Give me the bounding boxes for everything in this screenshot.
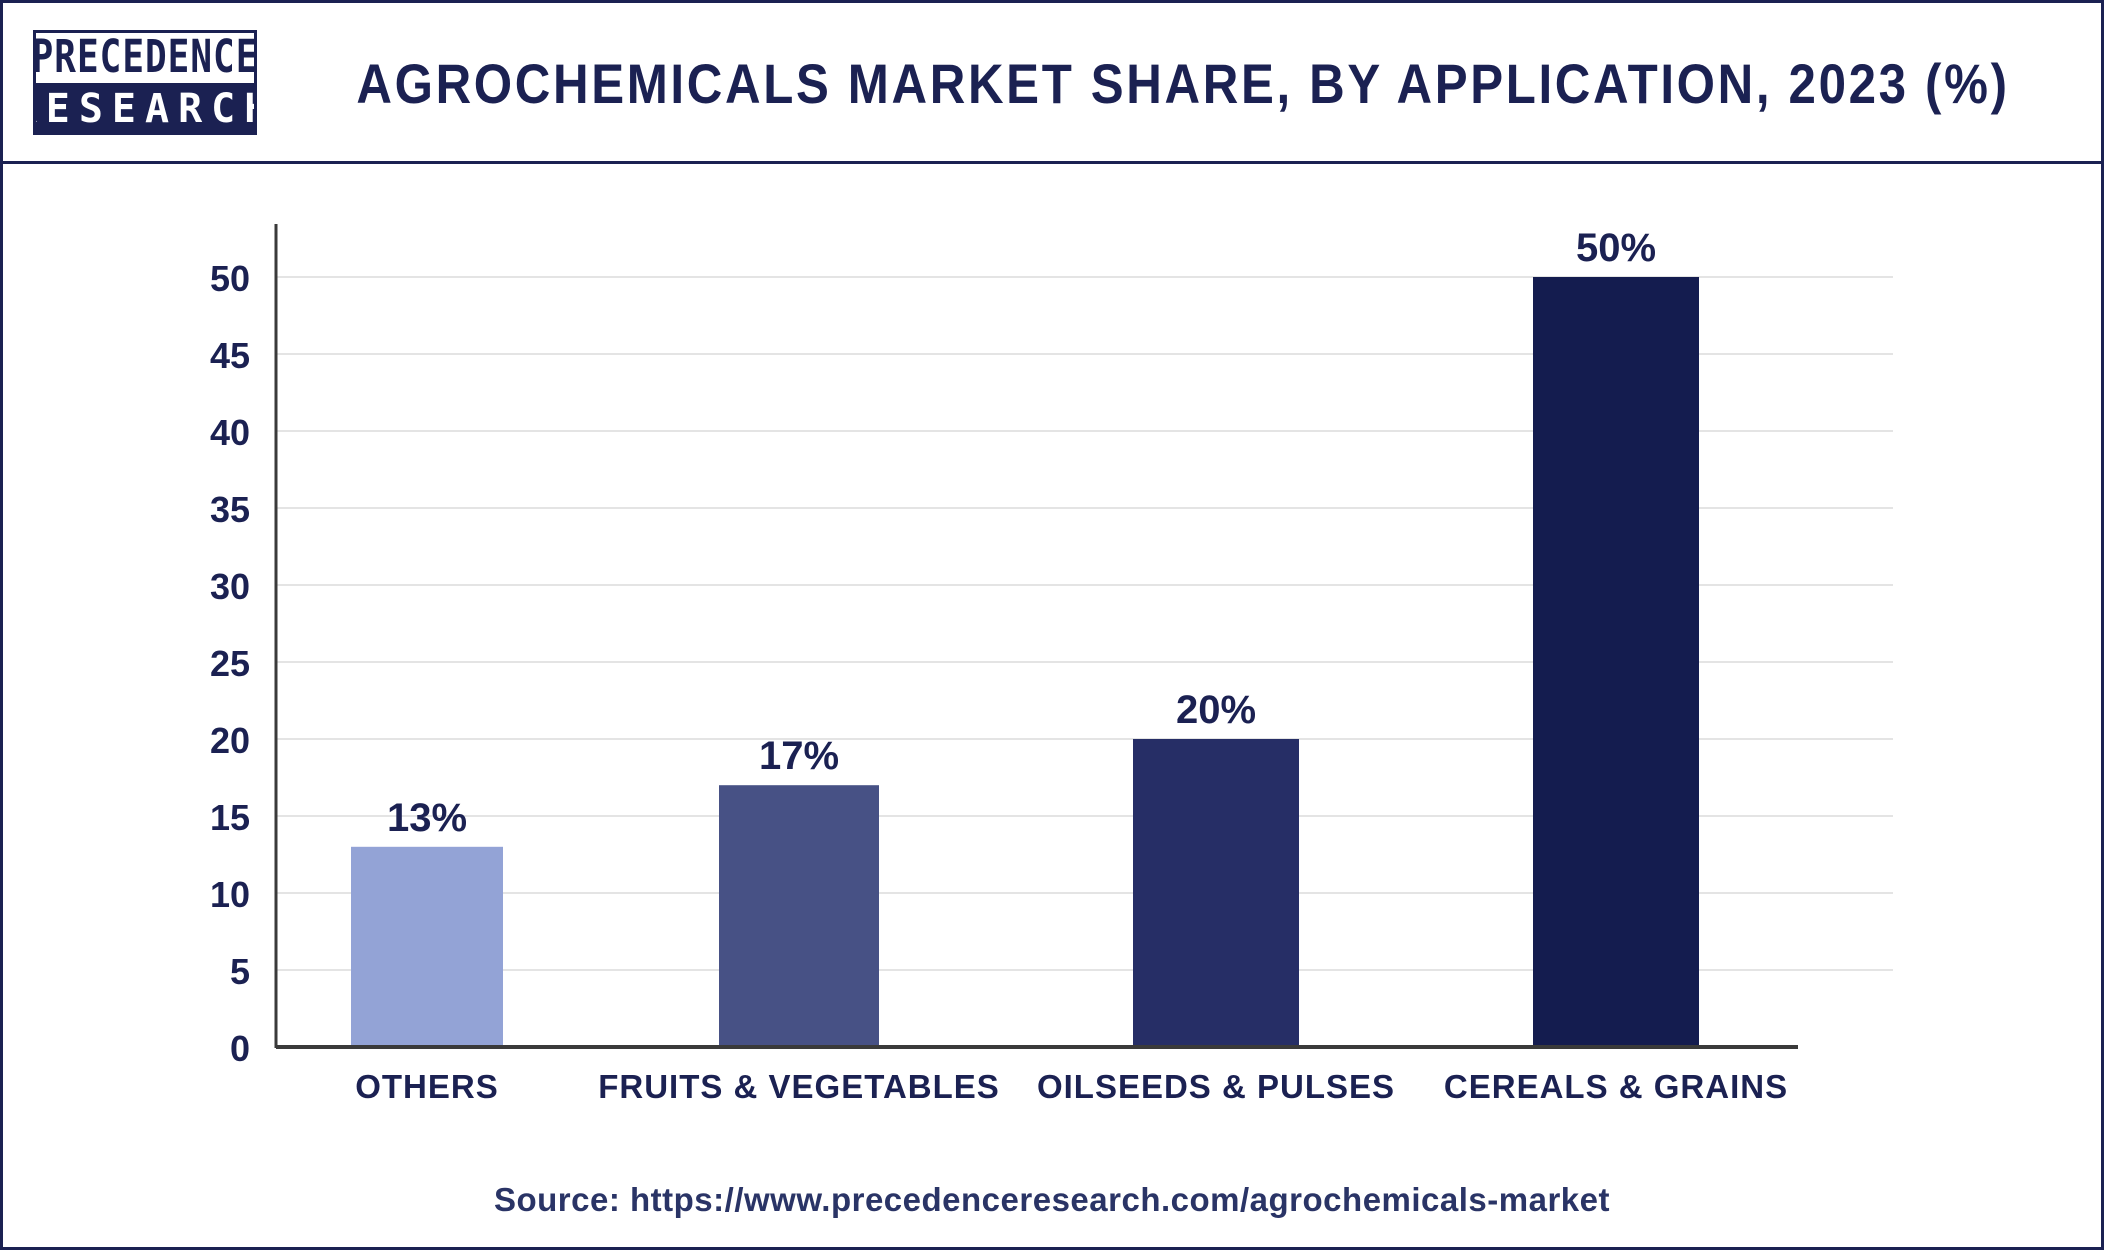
y-tick-label: 45	[210, 335, 250, 376]
y-tick-label: 20	[210, 720, 250, 761]
logo-line-1: PRECEDENCE	[33, 31, 257, 83]
source-note: Source: https://www.precedenceresearch.c…	[493, 1181, 1611, 1218]
bar	[351, 846, 503, 1047]
y-tick-label: 35	[210, 489, 250, 530]
bar	[1133, 739, 1299, 1047]
y-tick-label: 0	[230, 1028, 250, 1069]
y-tick-label: 40	[210, 412, 250, 453]
bar	[1533, 277, 1699, 1047]
header-bar: PRECEDENCE RESEARCH AGROCHEMICALS MARKET…	[3, 3, 2101, 164]
y-tick-label: 10	[210, 874, 250, 915]
bar-value-label: 13%	[387, 796, 467, 840]
x-tick-label: OTHERS	[355, 1068, 499, 1105]
chart-title: AGROCHEMICALS MARKET SHARE, BY APPLICATI…	[356, 51, 2010, 115]
bar-value-label: 50%	[1576, 226, 1656, 270]
y-tick-label: 50	[210, 258, 250, 299]
x-tick-label: CEREALS & GRAINS	[1444, 1068, 1788, 1105]
y-tick-label: 30	[210, 566, 250, 607]
x-tick-label: OILSEEDS & PULSES	[1037, 1068, 1395, 1105]
y-tick-label: 25	[210, 643, 250, 684]
bar-value-label: 17%	[759, 734, 839, 778]
bar-value-label: 20%	[1176, 688, 1256, 732]
logo-line-2: RESEARCH	[36, 83, 254, 132]
y-tick-label: 5	[230, 951, 250, 992]
bar	[719, 785, 879, 1047]
brand-logo: PRECEDENCE RESEARCH	[33, 30, 257, 135]
x-tick-label: FRUITS & VEGETABLES	[598, 1068, 1000, 1105]
y-tick-label: 15	[210, 797, 250, 838]
